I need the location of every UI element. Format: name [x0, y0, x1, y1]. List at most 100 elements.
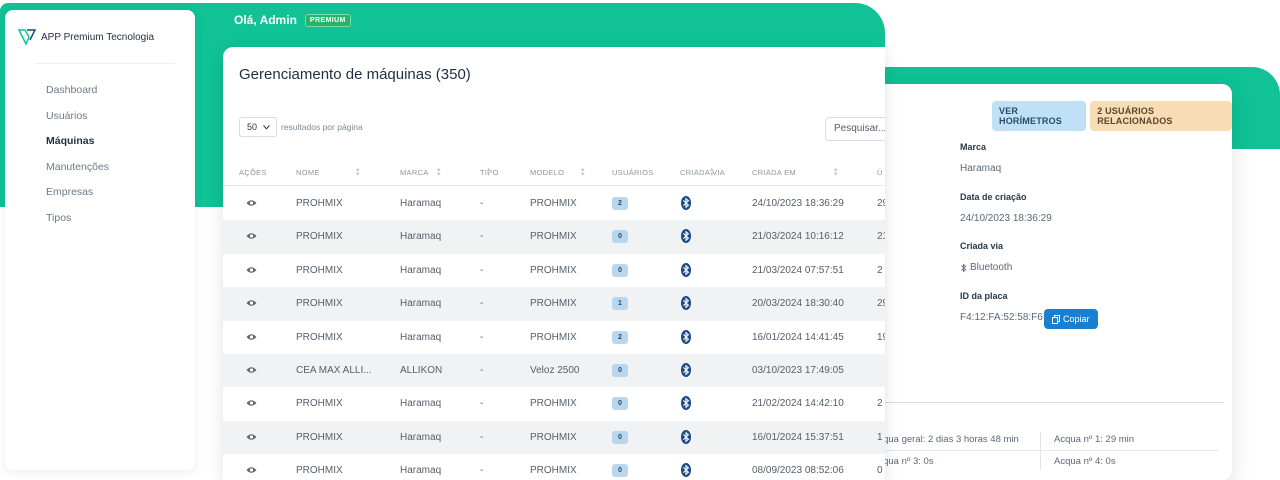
section-divider	[868, 402, 1224, 403]
machine-detail-card: VER HORÍMETROS 2 USUÁRIOS RELACIONADOS M…	[868, 84, 1232, 480]
cell-created-at: 21/03/2024 07:57:51	[752, 264, 844, 276]
detail-actions: VER HORÍMETROS 2 USUÁRIOS RELACIONADOS	[992, 101, 1232, 131]
column-header-created-at[interactable]: CRIADA EM	[752, 168, 796, 177]
sidebar-item-maintenance[interactable]: Manutenções	[46, 160, 110, 173]
table-row[interactable]: PROHMIX Haramaq - PROHMIX 0 16/01/2024 15:37:…	[223, 420, 885, 455]
view-eye-icon[interactable]	[246, 433, 257, 441]
cell-model: PROHMIX	[530, 264, 577, 276]
table-row[interactable]: PROHMIX Haramaq - PROHMIX 2 16/01/2024 14:41:…	[223, 321, 885, 354]
cell-type: -	[480, 231, 484, 243]
copy-icon	[1052, 314, 1060, 324]
users-count-badge: 0	[612, 263, 628, 277]
sidebar-item-users[interactable]: Usuários	[46, 109, 88, 122]
users-count-badge: 1	[612, 297, 628, 311]
table-row[interactable]: PROHMIX Haramaq - PROHMIX 0 08/09/2023 08:52:…	[223, 454, 885, 480]
cell-name: PROHMIX	[296, 431, 343, 443]
hour-meter-item: Acqua nº 1: 29 min	[1054, 434, 1135, 445]
cell-name: PROHMIX	[296, 398, 343, 410]
brand[interactable]: APP Premium Tecnologia	[17, 27, 154, 47]
premium-badge: PREMIUM	[304, 13, 351, 27]
table-body: PROHMIX Haramaq - PROHMIX 2 24/10/2023 18:36:…	[223, 187, 885, 480]
field-brand: Marca Haramaq	[960, 142, 1001, 174]
users-count-badge: 0	[612, 363, 628, 377]
field-value: Bluetooth	[970, 262, 1013, 273]
cell-name: PROHMIX	[296, 465, 343, 477]
per-page-control: 50 resultados por página	[239, 117, 363, 137]
cell-brand: Haramaq	[400, 198, 442, 209]
bluetooth-icon	[961, 262, 967, 273]
column-header-name[interactable]: NOME	[296, 168, 320, 177]
cell-last: 19	[877, 331, 885, 343]
cell-brand: Haramaq	[400, 398, 442, 410]
cell-model: PROHMIX	[530, 465, 577, 477]
column-header-type[interactable]: TIPO	[480, 168, 499, 177]
users-count-badge: 0	[612, 230, 628, 244]
greeting-text: Olá, Admin	[234, 13, 297, 27]
cell-created-at: 20/03/2024 18:30:40	[752, 298, 844, 310]
sort-icon[interactable]: ▴ ▾	[356, 166, 360, 178]
cell-last: 2	[877, 398, 883, 410]
cell-type: -	[480, 465, 484, 477]
sort-icon[interactable]: ▴ ▾	[437, 166, 441, 178]
view-eye-icon[interactable]	[246, 299, 257, 307]
column-header-created-via[interactable]: CRIADA VIA	[680, 168, 726, 177]
table-row[interactable]: PROHMIX Haramaq - PROHMIX 0 21/02/2024 14:42:…	[223, 387, 885, 420]
field-value: Haramaq	[960, 163, 1002, 174]
view-eye-icon[interactable]	[246, 199, 257, 207]
search-input[interactable]: Pesquisar...	[825, 117, 885, 141]
sidebar-nav: Dashboard Usuários Máquinas Manutenções …	[46, 83, 109, 236]
view-eye-icon[interactable]	[246, 366, 257, 374]
column-header-users[interactable]: USUÁRIOS	[612, 168, 654, 177]
view-eye-icon[interactable]	[246, 399, 257, 407]
brand-name: APP Premium Tecnologia	[41, 31, 155, 43]
per-page-value: 50	[247, 122, 258, 132]
cell-model: Veloz 2500	[530, 364, 580, 376]
table-row[interactable]: PROHMIX Haramaq - PROHMIX 0 21/03/2024 07:57:…	[223, 254, 885, 287]
sort-icon[interactable]: ▴ ▾	[581, 166, 585, 178]
view-eye-icon[interactable]	[246, 466, 257, 474]
cell-type: -	[480, 398, 484, 410]
sort-icon[interactable]: ▴ ▾	[710, 166, 714, 178]
column-header-actions: AÇÕES	[239, 168, 267, 177]
view-hour-meters-button[interactable]: VER HORÍMETROS	[992, 101, 1087, 131]
table-row[interactable]: PROHMIX Haramaq - PROHMIX 2 24/10/2023 18:36:…	[223, 187, 885, 220]
cell-name: PROHMIX	[296, 198, 343, 209]
cell-brand: Haramaq	[400, 465, 442, 477]
bluetooth-icon	[681, 196, 691, 210]
cell-created-at: 21/02/2024 14:42:10	[752, 398, 844, 410]
cell-name: PROHMIX	[296, 264, 343, 276]
cell-name: PROHMIX	[296, 231, 343, 243]
table-row[interactable]: PROHMIX Haramaq - PROHMIX 0 21/03/2024 10:16:…	[223, 220, 885, 254]
sidebar-item-companies[interactable]: Empresas	[46, 186, 94, 198]
cell-brand: Haramaq	[400, 431, 442, 443]
cell-name: PROHMIX	[296, 298, 343, 310]
cell-last: 29	[877, 298, 885, 310]
table-row[interactable]: PROHMIX Haramaq - PROHMIX 1 20/03/2024 18:30:…	[223, 287, 885, 321]
view-eye-icon[interactable]	[246, 266, 257, 274]
hour-meter-item: Acqua nº 3: 0s	[872, 456, 934, 467]
view-eye-icon[interactable]	[246, 232, 257, 240]
field-created-via: Criada via Bluetooth	[960, 241, 1012, 273]
sidebar-item-machines[interactable]: Máquinas	[46, 135, 95, 147]
column-header-last[interactable]: Ú	[877, 168, 883, 177]
sidebar-item-dashboard[interactable]: Dashboard	[46, 84, 98, 96]
hour-meter-item: Acqua nº 4: 0s	[1054, 456, 1116, 467]
sidebar-item-types[interactable]: Tipos	[46, 211, 72, 224]
column-header-brand[interactable]: MARCA	[400, 168, 429, 177]
related-users-button[interactable]: 2 USUÁRIOS RELACIONADOS	[1090, 101, 1232, 131]
cell-model: PROHMIX	[530, 298, 577, 310]
copy-button[interactable]: Copiar	[1044, 309, 1098, 329]
cell-brand: ALLIKON	[400, 364, 443, 376]
cell-created-at: 03/10/2023 17:49:05	[752, 364, 844, 376]
field-label: Marca	[960, 142, 987, 152]
cell-brand: Haramaq	[400, 264, 442, 276]
cell-model: PROHMIX	[530, 398, 577, 410]
sort-icon[interactable]: ▴ ▾	[834, 166, 838, 178]
sort-icon[interactable]: ▴ ▾	[487, 166, 491, 178]
per-page-select[interactable]: 50	[239, 117, 277, 137]
cell-type: -	[480, 298, 484, 310]
table-row[interactable]: CEA MAX ALLI... ALLIKON - Veloz 2500 0 03/10/…	[223, 353, 885, 388]
column-header-model[interactable]: MODELO	[530, 168, 565, 177]
view-eye-icon[interactable]	[246, 333, 257, 341]
